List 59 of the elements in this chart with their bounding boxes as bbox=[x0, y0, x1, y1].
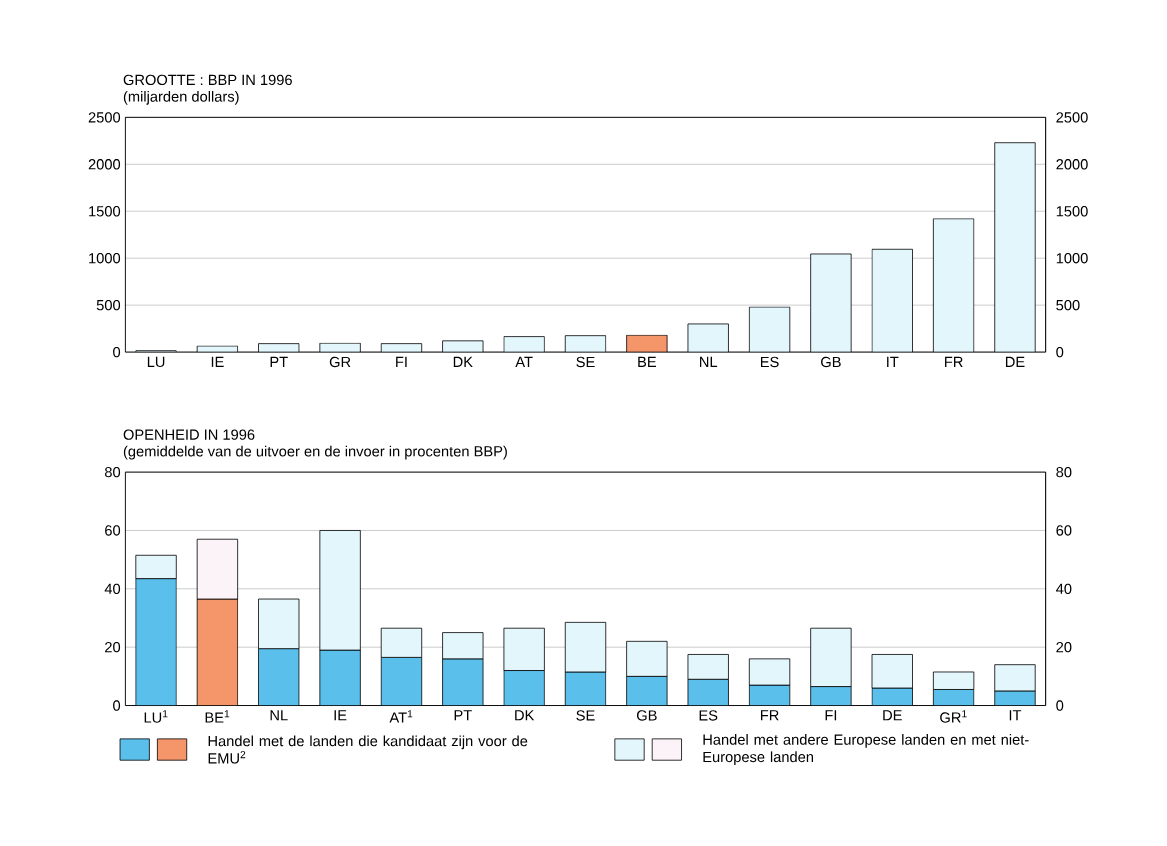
x-tick-label: GR bbox=[329, 357, 351, 368]
x-tick-label: NL bbox=[700, 357, 718, 368]
chart-subtitle: (miljarden dollars) bbox=[123, 91, 239, 105]
y2-tick-label: 2000 bbox=[1056, 159, 1088, 170]
x-tick-label: IE bbox=[211, 357, 224, 368]
y-tick-label: 80 bbox=[104, 467, 121, 478]
x-tick-label: NL bbox=[270, 710, 288, 721]
y2-tick-label: 1000 bbox=[1056, 253, 1088, 264]
x-tick-label: GB bbox=[821, 357, 841, 368]
x-tick-label: FI bbox=[825, 710, 837, 721]
x-tick-label: AT bbox=[515, 357, 533, 368]
x-tick-label: PT bbox=[454, 710, 472, 721]
y2-tick-label: 0 bbox=[1056, 700, 1064, 711]
x-tick-label: BE bbox=[638, 357, 656, 368]
x-tick-label: LU bbox=[147, 357, 165, 368]
x-tick-label: GB bbox=[636, 710, 657, 721]
x-tick-label: AT$^{1}$ bbox=[389, 710, 413, 723]
y2-tick-label: 80 bbox=[1056, 467, 1072, 478]
y-tick-label: 2500 bbox=[88, 112, 121, 123]
x-tick-label: IE bbox=[334, 710, 347, 721]
y-tick-label: 500 bbox=[96, 300, 121, 311]
y2-tick-label: 2500 bbox=[1056, 112, 1088, 123]
x-tick-label: IT bbox=[1009, 710, 1022, 721]
x-tick-label: IT bbox=[887, 357, 899, 368]
legend-label: Handel met de landen die kandidaat zijn voor de EMU$^{2}$ bbox=[208, 735, 528, 764]
y2-tick-label: 0 bbox=[1056, 347, 1064, 358]
x-tick-label: FR bbox=[761, 710, 779, 721]
y-tick-label: 1500 bbox=[89, 206, 121, 217]
y2-tick-label: 1500 bbox=[1056, 206, 1088, 217]
x-tick-label: FR bbox=[945, 357, 963, 368]
y2-tick-label: 60 bbox=[1056, 525, 1072, 536]
y-tick-label: 40 bbox=[104, 583, 121, 595]
x-tick-label: SE bbox=[576, 710, 595, 721]
legend-label: Handel met andere Europese landen en met niet-Europese landen bbox=[703, 734, 1029, 766]
chart-title: GROOTTE : BBP IN 1996 bbox=[123, 74, 292, 86]
x-tick-label: SE bbox=[576, 357, 595, 368]
x-tick-label: PT bbox=[270, 357, 288, 368]
y-tick-label: 0 bbox=[113, 700, 121, 711]
bar bbox=[135, 555, 177, 580]
x-tick-label: LU$^{1}$ bbox=[144, 710, 168, 723]
x-tick-label: DK bbox=[515, 710, 535, 721]
y-tick-label: 60 bbox=[105, 525, 121, 536]
chart-subtitle: (gemiddelde van de uitvoer en de invoer in procenten BBP) bbox=[123, 445, 507, 460]
y2-tick-label: 40 bbox=[1056, 583, 1072, 595]
x-tick-label: DE bbox=[883, 710, 902, 721]
x-tick-label: GR$^{1}$ bbox=[940, 710, 967, 723]
x-tick-label: DE bbox=[1005, 357, 1025, 368]
y2-tick-label: 500 bbox=[1056, 300, 1080, 311]
y-tick-label: 2000 bbox=[88, 159, 121, 170]
x-tick-label: DK bbox=[453, 357, 473, 368]
x-tick-label: ES bbox=[699, 710, 718, 721]
y2-tick-label: 20 bbox=[1056, 642, 1072, 653]
x-tick-label: BE$^{1}$ bbox=[205, 710, 230, 723]
y-tick-label: 0 bbox=[113, 347, 121, 358]
x-tick-label: ES bbox=[760, 357, 779, 368]
x-tick-label: FI bbox=[396, 357, 407, 368]
y-tick-label: 20 bbox=[105, 642, 121, 653]
chart-title: OPENHEID IN 1996 bbox=[123, 429, 255, 441]
y-tick-label: 1000 bbox=[89, 253, 121, 264]
